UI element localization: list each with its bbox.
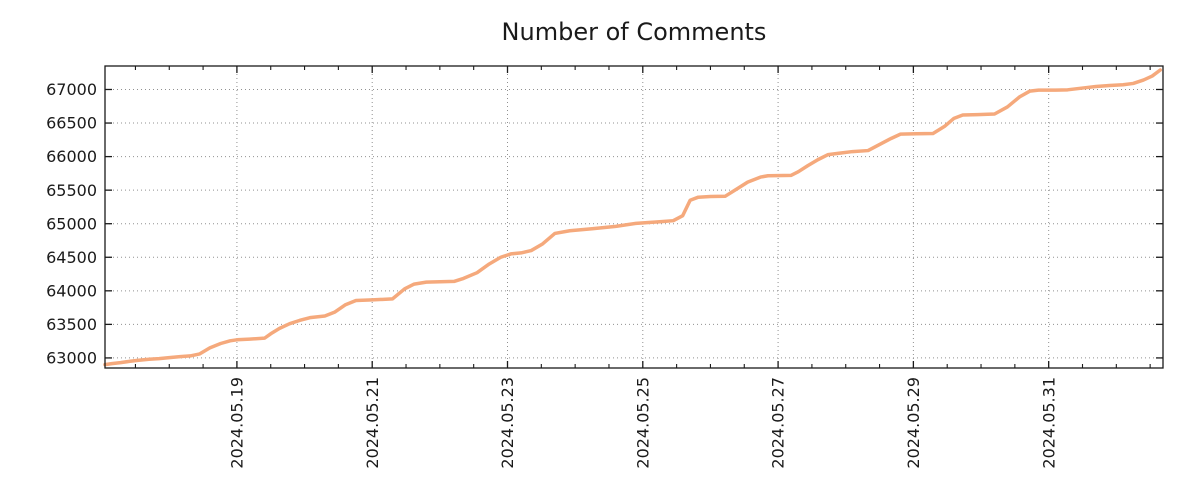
y-tick-label: 66500 [46, 114, 97, 133]
x-tick-label: 2024.05.27 [769, 377, 788, 469]
x-tick-label: 2024.05.31 [1039, 377, 1058, 469]
plot-border [104, 65, 1164, 369]
series-layer [103, 68, 1163, 367]
x-tick-label: 2024.05.29 [904, 377, 923, 469]
x-tick-label: 2024.05.21 [363, 377, 382, 469]
axis-layer [104, 65, 1164, 369]
axis-label-layer: 2024.05.19 2024.05.21 2024.05.23 2024.05.25… [46, 80, 1058, 469]
x-tick-label: 2024.05.23 [498, 377, 517, 469]
data-line-comments [103, 68, 1163, 367]
x-tick-label: 2024.05.19 [228, 377, 247, 469]
y-tick-label: 64500 [46, 248, 97, 267]
y-tick-label: 65500 [46, 181, 97, 200]
y-tick-label: 63500 [46, 315, 97, 334]
y-tick-label: 64000 [46, 281, 97, 300]
x-tick-label: 2024.05.25 [633, 377, 652, 469]
y-tick-label: 67000 [46, 80, 97, 99]
grid-layer [105, 66, 1163, 368]
y-tick-label: 66000 [46, 147, 97, 166]
y-tick-label: 65000 [46, 214, 97, 233]
chart-title: Number of Comments [502, 18, 767, 46]
y-tick-label: 63000 [46, 349, 97, 368]
